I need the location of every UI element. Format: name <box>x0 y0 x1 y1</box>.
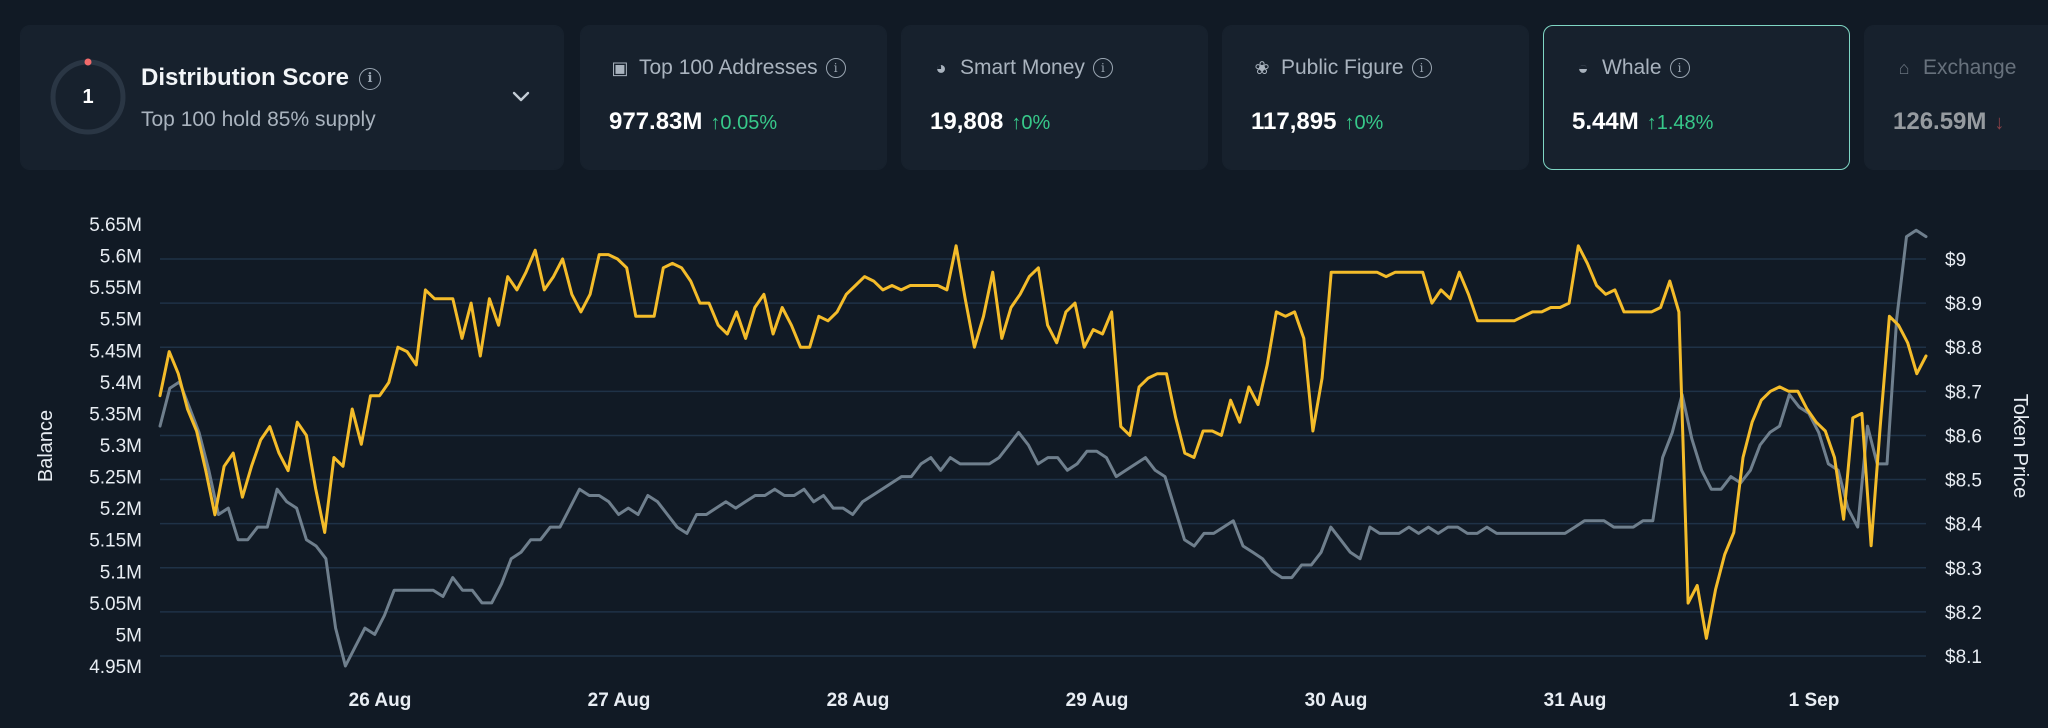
whale-icon: ◒ <box>1577 58 1589 78</box>
metric-change: ↑0% <box>1011 112 1050 134</box>
left-tick-label: 4.95M <box>89 657 142 678</box>
arrow-up-icon: ↑ <box>1646 112 1657 134</box>
metric-change: ↑0.05% <box>710 112 777 134</box>
right-tick-label: $8.8 <box>1945 338 1982 359</box>
right-tick-label: $8.9 <box>1945 294 1982 315</box>
info-icon[interactable]: i <box>1092 58 1113 79</box>
arrow-up-icon: ↑ <box>1011 112 1022 134</box>
metric-value-text: 117,895 <box>1251 108 1337 135</box>
left-tick-label: 5.25M <box>89 468 142 489</box>
metric-card-top-100-addresses[interactable]: ▣ Top 100 Addresses i 977.83M ↑0.05% <box>580 25 887 170</box>
metric-value: 977.83M ↑0.05% <box>609 108 777 136</box>
metric-value: 5.44M ↑1.48% <box>1572 108 1713 136</box>
balance-series-line <box>158 228 1928 668</box>
metric-label-text: Exchange <box>1923 56 2017 79</box>
metric-value: 117,895 ↑0% <box>1251 108 1383 136</box>
public-figure-icon: ❀ <box>1254 58 1270 78</box>
right-axis-title: Token Price <box>2009 394 2031 499</box>
x-tick-label: 29 Aug <box>1066 690 1129 711</box>
metric-label: ▣ Top 100 Addresses i <box>609 56 846 80</box>
score-subtitle: Top 100 hold 85% supply <box>141 108 376 131</box>
info-icon[interactable]: i <box>1669 58 1690 79</box>
left-tick-label: 5.4M <box>100 373 142 394</box>
left-tick-label: 5.5M <box>100 310 142 331</box>
right-tick-label: $8.1 <box>1945 647 1982 668</box>
wallet-icon: ▣ <box>611 58 629 78</box>
left-tick-label: 5.6M <box>100 247 142 268</box>
metric-change-text: 0.05% <box>720 112 778 134</box>
metric-card-public-figure[interactable]: ❀ Public Figure i 117,895 ↑0% <box>1222 25 1529 170</box>
left-tick-label: 5.3M <box>100 436 142 457</box>
metric-label: ◒ Whale i <box>1572 56 1690 80</box>
x-tick-label: 28 Aug <box>827 690 890 711</box>
metric-change: ↑1.48% <box>1647 112 1714 134</box>
smart-money-icon: ◕ <box>935 58 947 78</box>
right-tick-label: $8.3 <box>1945 559 1982 580</box>
left-tick-label: 5M <box>116 625 142 646</box>
metric-card-whale[interactable]: ◒ Whale i 5.44M ↑1.48% <box>1543 25 1850 170</box>
metric-label: ❀ Public Figure i <box>1251 56 1432 80</box>
metric-label-text: Smart Money <box>960 56 1085 79</box>
info-icon[interactable]: i <box>359 67 382 90</box>
metric-card-exchange[interactable]: ⌂ Exchange 126.59M ↓ <box>1864 25 2048 170</box>
x-tick-label: 26 Aug <box>349 690 412 711</box>
metric-value-text: 126.59M <box>1893 108 1987 135</box>
metric-change-text: 0% <box>1021 112 1051 134</box>
arrow-down-icon: ↓ <box>1994 112 2005 134</box>
metric-label: ⌂ Exchange <box>1893 56 2017 80</box>
chevron-down-icon[interactable] <box>511 86 531 106</box>
x-tick-label: 30 Aug <box>1305 690 1368 711</box>
metric-cards-row: 1 Distribution Score i Top 100 hold 85% s… <box>20 25 2048 170</box>
token-price-series-line <box>158 244 1928 640</box>
metric-change: ↓ <box>1994 112 2004 134</box>
metric-change-text: 0% <box>1354 112 1384 134</box>
exchange-icon: ⌂ <box>1898 58 1910 78</box>
x-tick-label: 31 Aug <box>1544 690 1607 711</box>
score-value: 1 <box>82 86 94 108</box>
left-tick-label: 5.1M <box>100 562 142 583</box>
metric-value: 19,808 ↑0% <box>930 108 1050 136</box>
left-tick-label: 5.15M <box>89 531 142 552</box>
score-title: Distribution Score i <box>141 64 382 92</box>
info-icon[interactable]: i <box>1411 58 1432 79</box>
right-tick-label: $8.7 <box>1945 382 1982 403</box>
metric-value-text: 5.44M <box>1572 108 1639 135</box>
metric-label-text: Whale <box>1602 56 1662 79</box>
x-tick-label: 1 Sep <box>1789 690 1840 711</box>
left-tick-label: 5.35M <box>89 404 142 425</box>
left-tick-label: 5.65M <box>89 215 142 236</box>
distribution-score-card[interactable]: 1 Distribution Score i Top 100 hold 85% s… <box>20 25 564 170</box>
score-ring-icon <box>50 58 126 135</box>
metric-value-text: 19,808 <box>930 108 1004 135</box>
metric-value-text: 977.83M <box>609 108 703 135</box>
left-axis-title: Balance <box>35 410 57 482</box>
metric-label: ◕ Smart Money i <box>930 56 1113 80</box>
right-tick-label: $8.6 <box>1945 426 1982 447</box>
right-tick-label: $8.4 <box>1945 515 1982 536</box>
info-icon[interactable]: i <box>825 58 846 79</box>
left-tick-label: 5.2M <box>100 499 142 520</box>
left-tick-label: 5.45M <box>89 341 142 362</box>
right-tick-label: $8.5 <box>1945 471 1982 492</box>
metric-label-text: Public Figure <box>1281 56 1404 79</box>
metric-label-text: Top 100 Addresses <box>639 56 818 79</box>
left-tick-label: 5.55M <box>89 278 142 299</box>
metric-card-smart-money[interactable]: ◕ Smart Money i 19,808 ↑0% <box>901 25 1208 170</box>
left-tick-label: 5.05M <box>89 594 142 615</box>
right-tick-label: $9 <box>1945 250 1966 271</box>
metric-value: 126.59M ↓ <box>1893 108 2004 136</box>
metric-change: ↑0% <box>1344 112 1383 134</box>
right-tick-label: $8.2 <box>1945 603 1982 624</box>
metric-change-text: 1.48% <box>1656 112 1714 134</box>
arrow-up-icon: ↑ <box>1344 112 1355 134</box>
x-tick-label: 27 Aug <box>588 690 651 711</box>
score-title-text: Distribution Score <box>141 64 350 91</box>
arrow-up-icon: ↑ <box>710 112 721 134</box>
